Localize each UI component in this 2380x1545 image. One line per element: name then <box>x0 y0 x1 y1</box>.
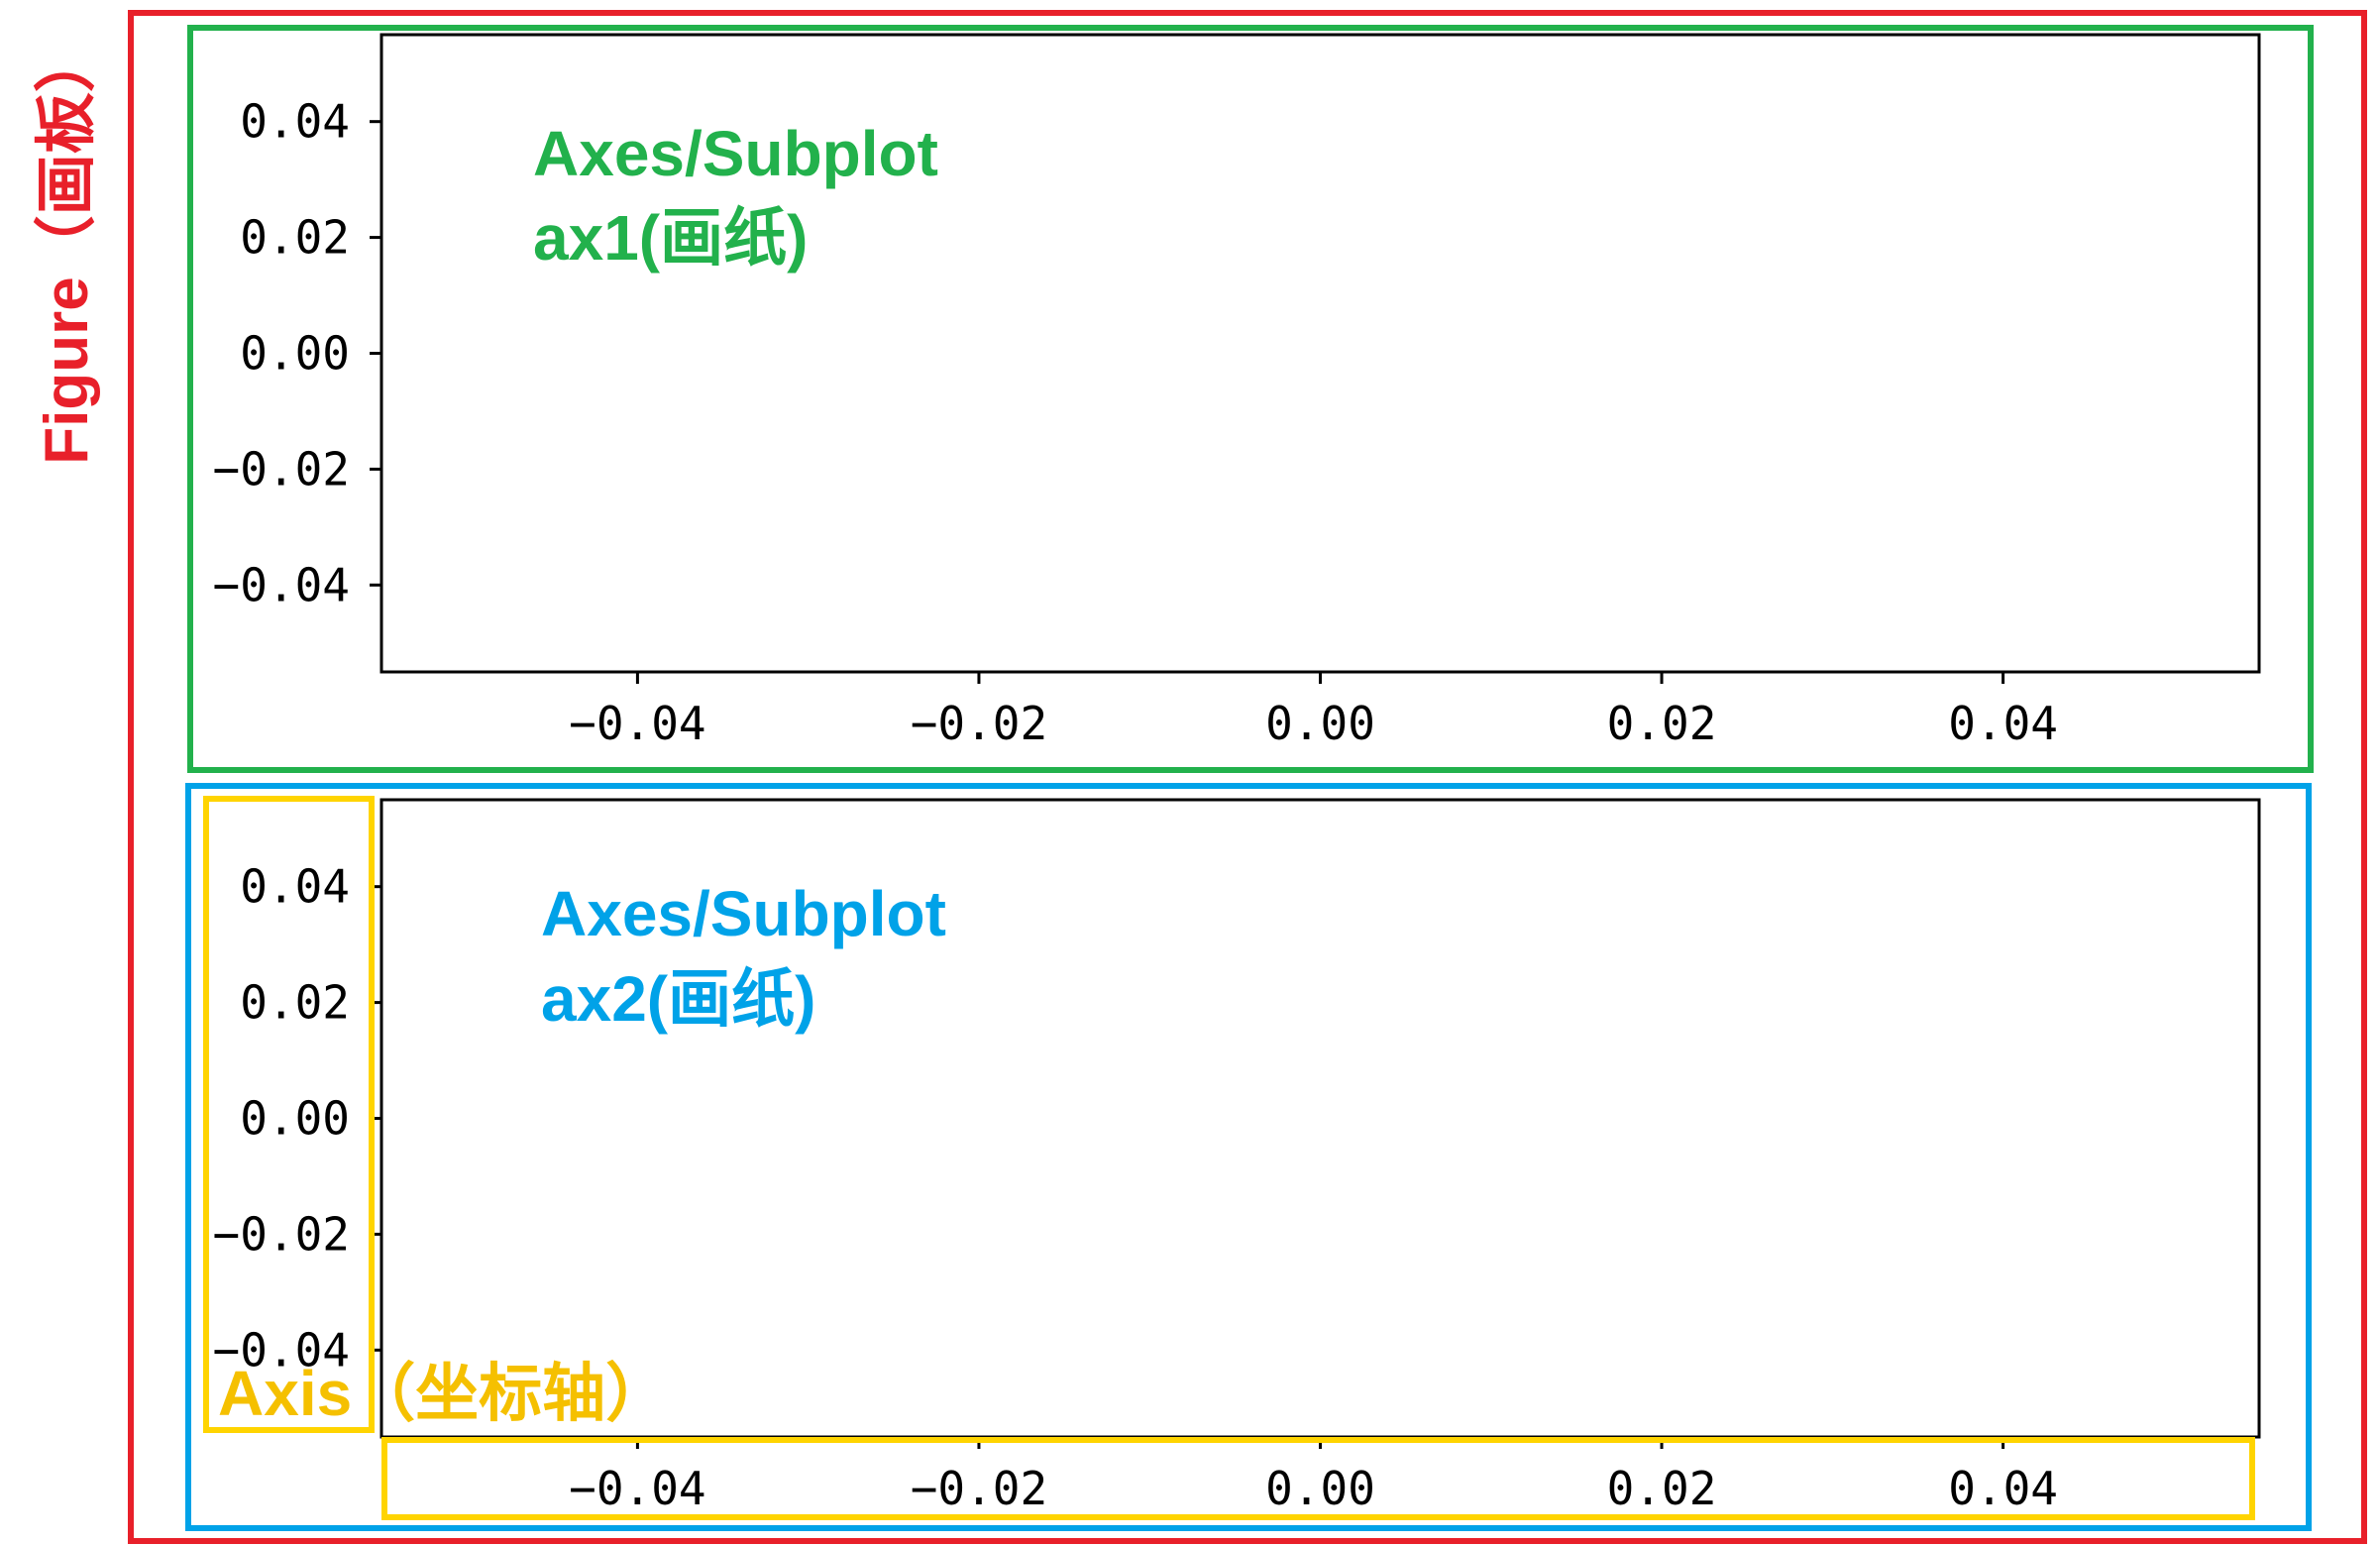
ax2-xtick-label: 0.04 <box>1948 1462 2058 1515</box>
ax2-ytick-label: 0.02 <box>240 976 350 1030</box>
axis-label: Axis（坐标轴） <box>218 1358 669 1429</box>
charts-group: −0.04 −0.02 0.00 0.02 0.04 −0.04 −0.02 0.00 0.02… <box>213 33 2261 1515</box>
ax1-ytick-label: −0.02 <box>213 442 350 496</box>
ax1-annotation-line2: ax1(画纸) <box>533 202 808 274</box>
ax2-ytick-label: −0.04 <box>213 1323 350 1377</box>
ax2-ytick-label: 0.04 <box>240 860 350 914</box>
ax1-ytick-label: 0.04 <box>240 95 350 149</box>
ax1-ytick-label: 0.02 <box>240 211 350 265</box>
ax1-annotation-line1: Axes/Subplot <box>533 118 938 189</box>
ax1-ytick-label: 0.00 <box>240 327 350 381</box>
ax1-xtick-label: −0.04 <box>569 697 705 750</box>
figure-label: Figure（画板） <box>32 31 101 464</box>
ax1-xtick-label: 0.00 <box>1265 697 1375 750</box>
axes-ax1-highlight <box>187 25 2314 773</box>
x-axis-highlight <box>381 1437 2255 1520</box>
ax1-xtick-label: −0.02 <box>911 697 1047 750</box>
ax2-xtick-label: 0.00 <box>1265 1462 1375 1515</box>
figure-border <box>128 10 2367 1544</box>
ax1-xtick-label: 0.04 <box>1948 697 2058 750</box>
ax2-annotation-line1: Axes/Subplot <box>541 878 946 949</box>
ax2-ytick-label: −0.02 <box>213 1207 350 1261</box>
ax2-xtick-label: −0.02 <box>911 1462 1047 1515</box>
axes-ax2-highlight <box>185 783 2312 1531</box>
ax2-annotation-line2: ax2(画纸) <box>541 963 815 1035</box>
ax2-xtick-label: −0.04 <box>569 1462 705 1515</box>
ax2-ytick-label: 0.00 <box>240 1092 350 1146</box>
ax1-axes: −0.04 −0.02 0.00 0.02 0.04 −0.04 −0.02 0.00 0.02… <box>213 33 2261 750</box>
ax1-ytick-label: −0.04 <box>213 558 350 611</box>
ax2-xtick-label: 0.02 <box>1607 1462 1717 1515</box>
y-axis-highlight <box>203 796 375 1433</box>
ax1-xtick-label: 0.02 <box>1607 697 1717 750</box>
